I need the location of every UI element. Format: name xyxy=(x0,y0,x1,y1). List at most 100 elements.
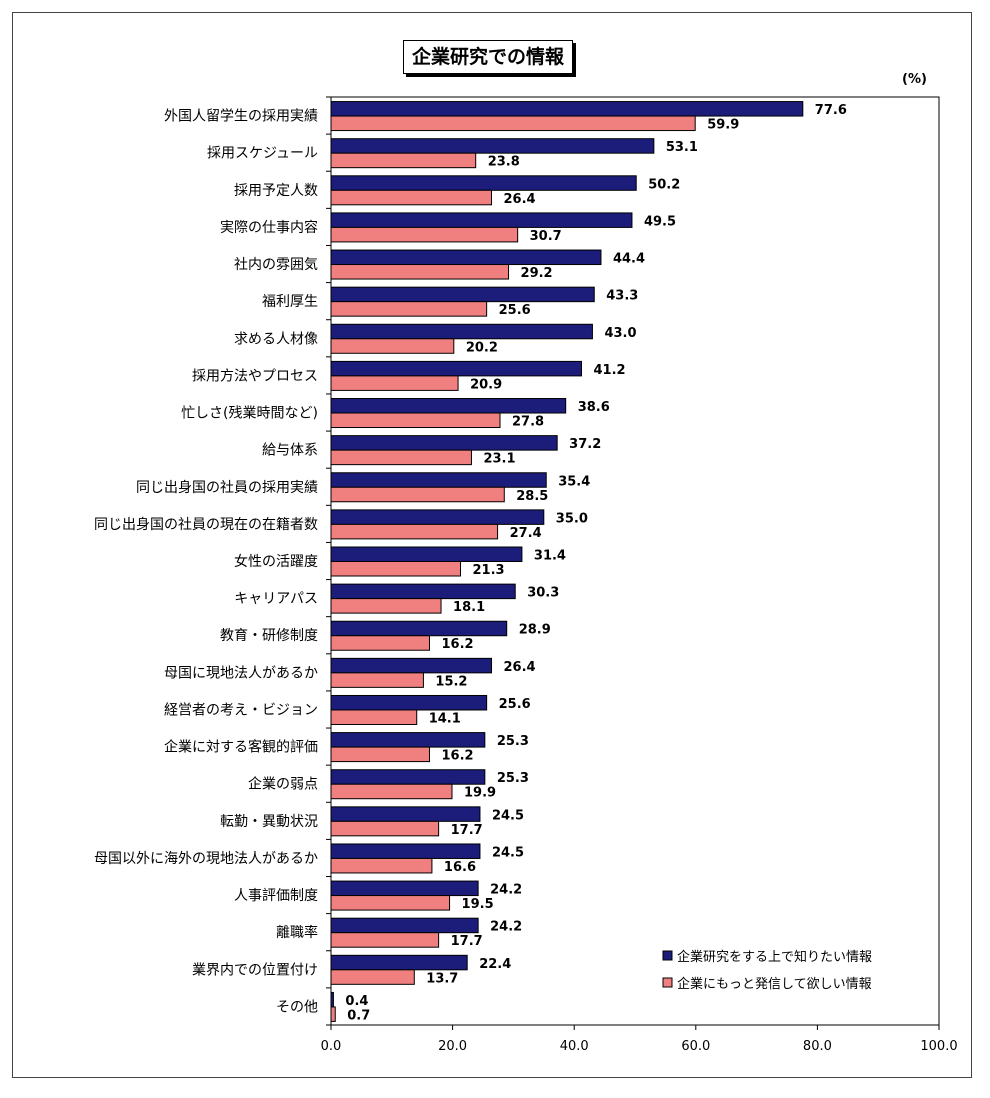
category-label: 社内の雰囲気 xyxy=(234,257,318,273)
data-label-series-2: 16.2 xyxy=(441,749,473,764)
bar-series-1 xyxy=(330,175,637,191)
category-label: 採用スケジュール xyxy=(207,146,318,162)
data-label-series-2: 16.2 xyxy=(441,637,473,652)
data-label-series-1: 24.2 xyxy=(490,883,522,898)
data-label-series-1: 28.9 xyxy=(519,623,551,638)
bar-series-2 xyxy=(330,820,440,837)
bar-series-1 xyxy=(330,398,567,414)
bar-series-2 xyxy=(330,746,430,763)
data-label-series-1: 43.0 xyxy=(604,326,636,341)
data-label-series-1: 0.4 xyxy=(345,994,368,1009)
bar-series-1 xyxy=(330,509,545,525)
data-label-series-2: 23.8 xyxy=(488,155,520,170)
data-label-series-2: 30.7 xyxy=(530,229,562,244)
bar-series-1 xyxy=(330,583,516,600)
bar-series-1 xyxy=(330,138,655,154)
data-label-series-1: 35.0 xyxy=(556,511,588,526)
legend-swatch-series-2 xyxy=(662,977,673,988)
bar-series-2 xyxy=(330,783,453,800)
data-label-series-1: 37.2 xyxy=(569,437,601,452)
data-label-series-2: 21.3 xyxy=(473,563,505,578)
bar-series-2 xyxy=(330,969,415,985)
bar-series-2 xyxy=(330,857,433,874)
data-label-series-1: 50.2 xyxy=(648,177,680,192)
data-label-series-1: 38.6 xyxy=(578,400,610,415)
x-tick-label: 100.0 xyxy=(920,1039,957,1054)
x-tick-label: 40.0 xyxy=(560,1039,589,1054)
bar-series-2 xyxy=(330,301,488,317)
bar-series-1 xyxy=(330,954,468,971)
data-label-series-1: 25.3 xyxy=(497,771,529,786)
category-label: 福利厚生 xyxy=(262,294,318,310)
legend-swatch-series-1 xyxy=(662,950,673,961)
bar-series-2 xyxy=(330,338,455,354)
data-label-series-2: 17.7 xyxy=(451,823,483,838)
bar-series-2 xyxy=(330,635,430,651)
data-label-series-2: 19.9 xyxy=(464,786,496,801)
category-label: 経営者の考え・ビジョン xyxy=(164,702,318,718)
category-label: 外国人留学生の採用実績 xyxy=(164,109,318,125)
bar-series-1 xyxy=(330,212,633,228)
bar-series-2 xyxy=(330,561,462,577)
category-label: 企業に対する客観的評価 xyxy=(164,739,318,756)
bar-series-2 xyxy=(330,895,451,911)
bar-series-2 xyxy=(330,375,459,391)
unit-label: (%) xyxy=(902,72,927,87)
bar-series-2 xyxy=(330,598,442,614)
category-label: 忙しさ(残業時間など) xyxy=(181,406,318,422)
data-label-series-2: 13.7 xyxy=(426,971,458,986)
data-label-series-2: 18.1 xyxy=(453,600,485,615)
x-tick-label: 80.0 xyxy=(803,1039,832,1054)
bar-series-2 xyxy=(330,1006,336,1022)
data-label-series-1: 30.3 xyxy=(527,586,559,601)
legend-label-series-2: 企業にもっと発信して欲しい情報 xyxy=(677,976,872,992)
category-label: 給与体系 xyxy=(262,443,318,459)
category-label: 人事評価制度 xyxy=(234,888,318,904)
category-label: 求める人材像 xyxy=(234,331,318,347)
data-label-series-2: 23.1 xyxy=(483,452,515,467)
category-label: 採用予定人数 xyxy=(234,183,318,199)
data-label-series-1: 26.4 xyxy=(504,660,536,675)
bar-series-1 xyxy=(330,546,523,562)
category-label: 離職率 xyxy=(276,924,318,941)
data-label-series-2: 25.6 xyxy=(499,303,531,318)
bar-series-1 xyxy=(330,472,547,488)
bar-series-2 xyxy=(330,412,501,429)
data-label-series-1: 77.6 xyxy=(815,103,847,118)
data-label-series-2: 26.4 xyxy=(504,192,536,207)
bar-series-1 xyxy=(330,657,493,674)
data-label-series-2: 27.8 xyxy=(512,415,544,430)
data-label-series-2: 27.4 xyxy=(510,526,542,541)
bar-series-2 xyxy=(330,264,510,280)
bar-series-1 xyxy=(330,360,582,377)
bar-series-2 xyxy=(330,709,418,725)
bar-series-1 xyxy=(330,769,486,785)
bar-series-1 xyxy=(330,286,595,303)
data-label-series-1: 24.5 xyxy=(492,808,524,823)
bar-series-1 xyxy=(330,917,479,934)
category-label: 同じ出身国の社員の採用実績 xyxy=(136,480,318,496)
bar-series-2 xyxy=(330,115,696,132)
bar-series-1 xyxy=(330,101,804,117)
data-label-series-2: 15.2 xyxy=(435,674,467,689)
bar-series-2 xyxy=(330,449,472,466)
data-label-series-2: 14.1 xyxy=(429,711,461,726)
category-label: 採用方法やプロセス xyxy=(192,368,318,384)
category-label: 実際の仕事内容 xyxy=(220,219,318,236)
category-label: キャリアパス xyxy=(234,591,318,607)
bar-series-1 xyxy=(330,249,602,266)
category-label: 企業の弱点 xyxy=(248,776,318,793)
data-label-series-2: 19.5 xyxy=(462,897,494,912)
bar-series-1 xyxy=(330,694,488,711)
bar-series-1 xyxy=(330,435,558,451)
data-label-series-1: 43.3 xyxy=(606,289,638,304)
data-label-series-1: 25.6 xyxy=(499,697,531,712)
bar-series-2 xyxy=(330,486,505,503)
data-label-series-1: 53.1 xyxy=(666,140,698,155)
data-label-series-2: 17.7 xyxy=(451,934,483,949)
data-label-series-1: 24.2 xyxy=(490,920,522,935)
data-label-series-2: 20.2 xyxy=(466,340,498,355)
data-label-series-1: 44.4 xyxy=(613,252,645,267)
data-label-series-2: 0.7 xyxy=(347,1008,370,1023)
data-label-series-1: 22.4 xyxy=(479,957,511,972)
